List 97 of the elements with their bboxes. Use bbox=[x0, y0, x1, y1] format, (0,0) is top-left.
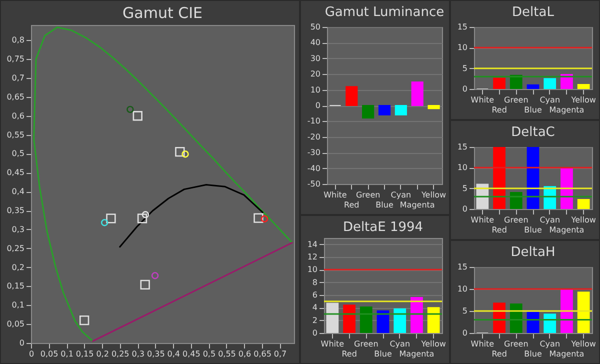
y-tick-label: 0 bbox=[312, 328, 318, 338]
x-tick-label: Cyan bbox=[540, 340, 560, 348]
y-tick-label: 6 bbox=[312, 290, 318, 300]
x-tick-label: 0,2 bbox=[96, 350, 109, 358]
y-tick-label: 0,15 bbox=[6, 282, 24, 291]
y-tick-label: 8 bbox=[312, 278, 318, 287]
y-tick-label: 0,2 bbox=[12, 262, 24, 272]
x-tick-label: 0,55 bbox=[218, 350, 236, 358]
x-tick-label: Cyan bbox=[540, 96, 560, 104]
x-tick-label: Yellow bbox=[570, 340, 596, 348]
y-tick-label: 0,05 bbox=[6, 320, 24, 329]
x-tick-label: Blue bbox=[376, 200, 394, 210]
y-tick-label: 0,1 bbox=[12, 300, 24, 310]
x-tick-label: Yellow bbox=[420, 340, 446, 348]
y-tick-label: 15 bbox=[457, 262, 468, 272]
y-tick-label: 5 bbox=[462, 306, 468, 316]
x-tick-label: 0 bbox=[28, 350, 34, 358]
x-tick-label: White bbox=[320, 340, 344, 348]
x-tick-label: Green bbox=[504, 96, 528, 104]
y-tick-label: 5 bbox=[462, 184, 468, 193]
y-tick-label: 2 bbox=[312, 316, 318, 325]
x-tick-label: 0,15 bbox=[76, 350, 94, 358]
x-tick-label: Blue bbox=[374, 350, 392, 358]
x-tick-label: Red bbox=[344, 200, 360, 210]
x-tick-label: Red bbox=[492, 226, 507, 234]
x-tick-label: White bbox=[470, 340, 494, 348]
x-tick-label: Yellow bbox=[570, 216, 596, 224]
y-tick-label: -30 bbox=[307, 148, 320, 158]
y-tick-label: 10 bbox=[457, 284, 468, 294]
x-tick-label: Yellow bbox=[570, 96, 596, 104]
x-tick-label: 0,4 bbox=[167, 350, 180, 358]
y-tick-label: 15 bbox=[457, 22, 468, 32]
y-tick-label: 0,55 bbox=[6, 130, 24, 140]
y-tick-label: 15 bbox=[457, 142, 468, 152]
x-tick-label: White bbox=[324, 190, 347, 200]
y-tick-label: 0 bbox=[462, 84, 468, 94]
x-tick-label: Cyan bbox=[390, 190, 412, 200]
x-tick-label: Yellow bbox=[420, 190, 447, 200]
y-tick-label: 4 bbox=[312, 303, 318, 312]
x-tick-label: Magenta bbox=[399, 350, 434, 358]
x-tick-label: 0,65 bbox=[254, 350, 272, 358]
x-tick-label: Green bbox=[504, 216, 528, 224]
y-tick-label: -20 bbox=[307, 132, 320, 142]
x-tick-label: 0,7 bbox=[274, 350, 287, 358]
x-tick-label: Cyan bbox=[540, 216, 560, 224]
y-tick-label: 12 bbox=[307, 252, 318, 262]
y-tick-label: 0,5 bbox=[12, 149, 24, 158]
y-tick-label: 10 bbox=[457, 43, 468, 52]
y-tick-label: 0,35 bbox=[6, 206, 24, 215]
y-tick-label: 0,8 bbox=[12, 36, 24, 45]
x-tick-label: Blue bbox=[524, 226, 542, 234]
y-tick-label: 50 bbox=[310, 22, 320, 32]
y-tick-label: 10 bbox=[307, 265, 318, 274]
y-tick-label: 5 bbox=[462, 64, 468, 73]
x-tick-label: Magenta bbox=[549, 226, 584, 234]
x-tick-label: 0,05 bbox=[40, 350, 58, 358]
x-tick-label: 0,1 bbox=[60, 350, 74, 358]
y-tick-label: 0,7 bbox=[12, 74, 24, 82]
y-tick-label: 0,25 bbox=[6, 244, 24, 253]
y-tick-label: 10 bbox=[310, 85, 320, 94]
y-tick-label: -50 bbox=[307, 180, 320, 188]
chart-title: DeltaC bbox=[511, 125, 555, 140]
x-tick-label: Red bbox=[342, 350, 357, 358]
x-tick-label: White bbox=[470, 96, 494, 104]
y-tick-label: -10 bbox=[307, 116, 320, 126]
y-tick-label: -40 bbox=[307, 164, 320, 173]
x-tick-label: Magenta bbox=[549, 106, 584, 114]
y-tick-label: 0,75 bbox=[6, 54, 24, 64]
chart-title: DeltaH bbox=[510, 245, 556, 260]
x-tick-label: Cyan bbox=[390, 340, 410, 348]
x-tick-label: Magenta bbox=[549, 350, 584, 358]
x-tick-label: Green bbox=[356, 190, 380, 200]
x-tick-label: Green bbox=[504, 340, 528, 348]
chart-title: Gamut Luminance bbox=[324, 5, 444, 20]
y-tick-label: 14 bbox=[307, 240, 318, 249]
x-tick-label: White bbox=[470, 216, 494, 224]
y-tick-label: 30 bbox=[310, 54, 320, 63]
x-tick-label: 0,6 bbox=[238, 350, 252, 358]
y-tick-label: 0 bbox=[462, 328, 468, 338]
x-tick-label: Magenta bbox=[400, 200, 435, 210]
x-tick-label: Red bbox=[492, 350, 507, 358]
x-tick-label: 0,3 bbox=[132, 350, 144, 358]
x-tick-label: Red bbox=[492, 106, 507, 114]
chart-title: Gamut CIE bbox=[122, 4, 202, 22]
chart-title: DeltaE 1994 bbox=[342, 220, 424, 235]
y-tick-label: 40 bbox=[310, 38, 320, 48]
y-tick-label: 0,45 bbox=[6, 168, 24, 178]
y-tick-label: 10 bbox=[457, 163, 468, 172]
chart-title: DeltaL bbox=[512, 5, 555, 20]
x-tick-label: 0,35 bbox=[146, 350, 165, 358]
x-tick-label: 0,5 bbox=[202, 350, 216, 358]
x-tick-label: 0,25 bbox=[111, 350, 130, 358]
x-tick-label: Blue bbox=[524, 350, 542, 358]
x-tick-label: Green bbox=[354, 340, 378, 348]
x-tick-label: 0,45 bbox=[182, 350, 200, 358]
y-tick-label: 20 bbox=[310, 70, 320, 79]
x-tick-label: Blue bbox=[524, 106, 542, 114]
